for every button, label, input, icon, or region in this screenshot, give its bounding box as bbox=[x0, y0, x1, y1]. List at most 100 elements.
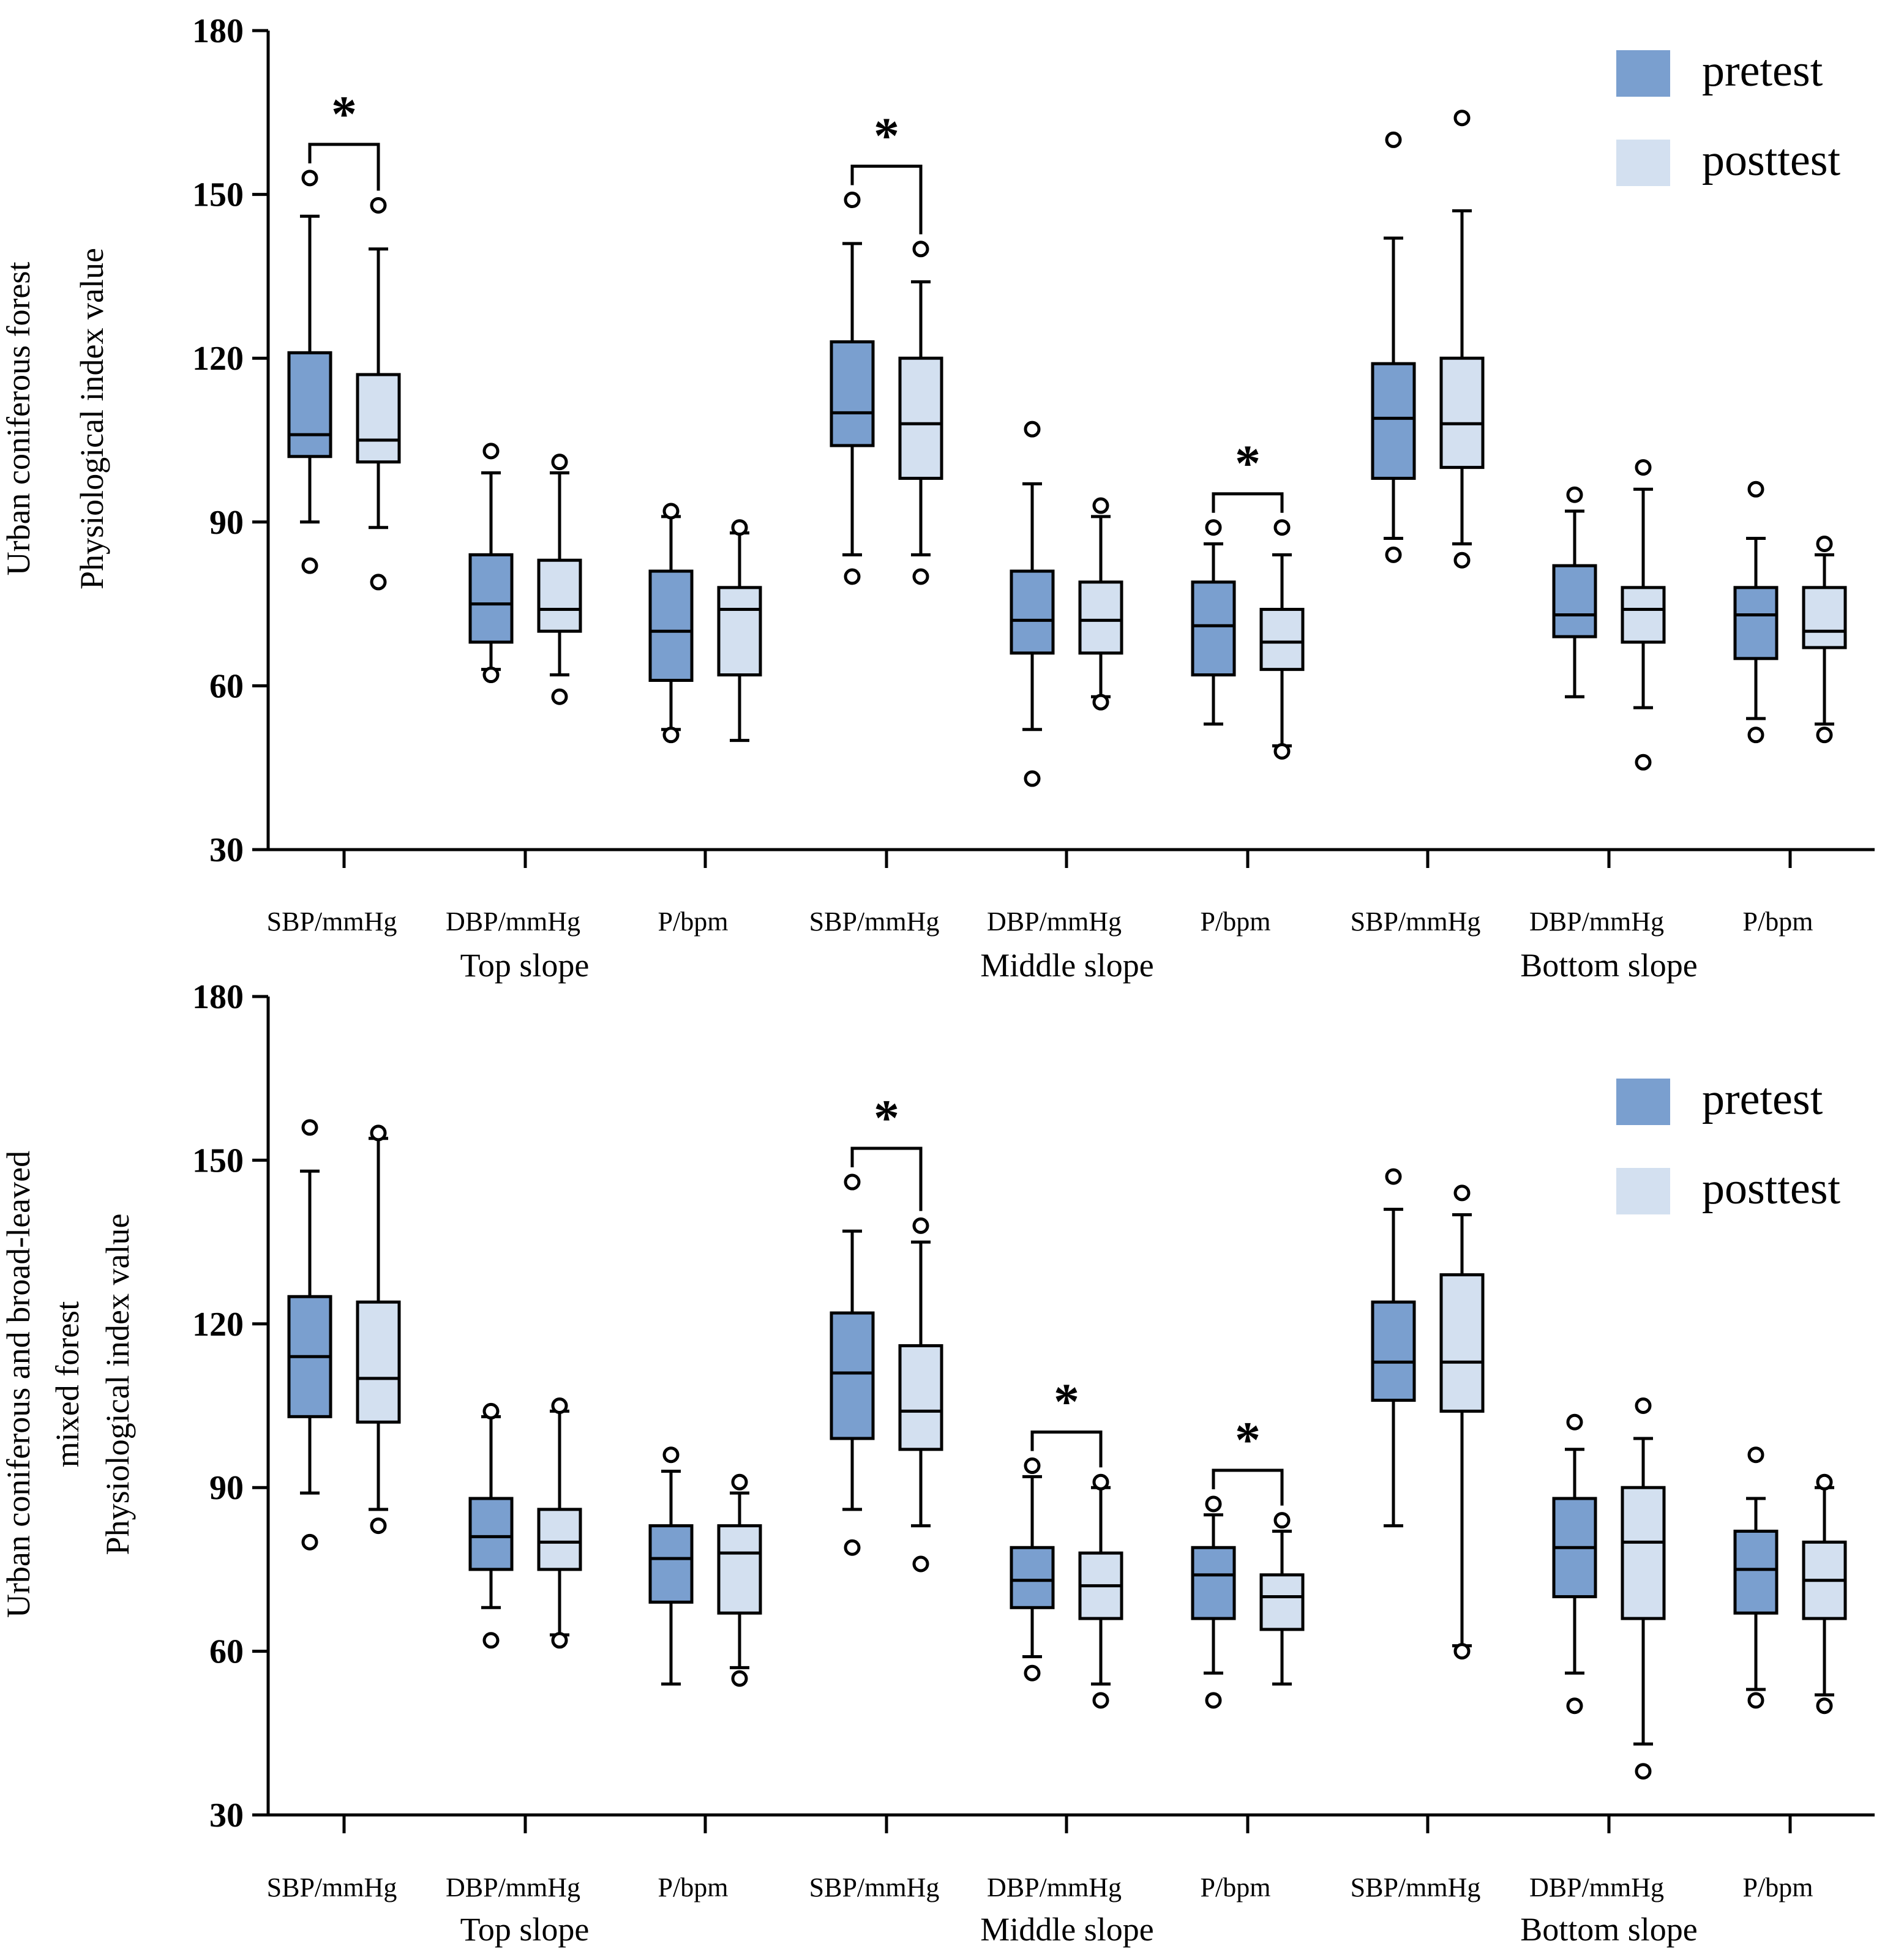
y-tick-label: 150 bbox=[192, 1142, 244, 1180]
y-tick-label: 30 bbox=[209, 1797, 244, 1835]
box-iqr bbox=[1371, 1300, 1416, 1402]
outlier-point bbox=[551, 688, 568, 705]
outlier-point bbox=[912, 568, 929, 585]
outlier-point bbox=[1453, 1643, 1471, 1660]
x-tick-label: DBP/mmHg bbox=[987, 1872, 1122, 1902]
box-pretest-2 bbox=[648, 503, 694, 744]
box-posttest-5 bbox=[1259, 519, 1305, 760]
box-iqr bbox=[830, 1311, 875, 1440]
y-tick-label: 120 bbox=[192, 340, 244, 378]
box-posttest-5 bbox=[1259, 1512, 1305, 1686]
legend: pretest posttest bbox=[1616, 46, 1841, 186]
y-tick-label: 60 bbox=[209, 1633, 244, 1671]
outlier-point bbox=[1024, 421, 1041, 438]
box-iqr bbox=[1733, 1530, 1779, 1615]
box-iqr bbox=[1552, 564, 1597, 638]
outlier-point bbox=[844, 192, 861, 209]
box-iqr bbox=[1802, 586, 1847, 649]
significance-bracket-4: * bbox=[1030, 1374, 1103, 1468]
box-iqr bbox=[1078, 580, 1123, 655]
legend-swatch-posttest bbox=[1616, 1168, 1670, 1214]
box-iqr bbox=[898, 1344, 943, 1451]
x-tick-label: DBP/mmHg bbox=[446, 1872, 580, 1902]
box-posttest-6 bbox=[1439, 1184, 1485, 1660]
significance-bracket-0: * bbox=[308, 86, 380, 191]
x-tick-label: SBP/mmHg bbox=[809, 907, 940, 937]
y-axis-label-line: Physiological index value bbox=[99, 1214, 136, 1555]
y-axis-label-line: Urban coniferous and broad-leaved bbox=[0, 1151, 37, 1618]
outlier-point bbox=[1816, 727, 1833, 744]
box-iqr bbox=[1259, 1573, 1305, 1631]
box-posttest-7 bbox=[1621, 1397, 1666, 1780]
significance-star: * bbox=[1235, 1412, 1261, 1468]
box-posttest-6 bbox=[1439, 110, 1485, 569]
outlier-point bbox=[1747, 481, 1764, 498]
box-pretest-5 bbox=[1191, 1495, 1236, 1709]
outlier-point bbox=[1747, 727, 1764, 744]
outlier-point bbox=[551, 454, 568, 471]
outlier-point bbox=[1816, 535, 1833, 552]
outlier-point bbox=[482, 443, 500, 460]
outlier-point bbox=[1024, 1664, 1041, 1681]
box-iqr bbox=[356, 1300, 401, 1424]
significance-star: * bbox=[874, 108, 899, 165]
x-tick-label: P/bpm bbox=[1201, 907, 1271, 937]
x-tick-label: DBP/mmHg bbox=[1529, 907, 1664, 937]
box-iqr bbox=[537, 1508, 582, 1571]
significance-star: * bbox=[874, 1090, 899, 1146]
outlier-point bbox=[1747, 1446, 1764, 1464]
x-tick-label: SBP/mmHg bbox=[267, 907, 397, 937]
x-tick-label: P/bpm bbox=[658, 1872, 729, 1902]
legend: pretest posttest bbox=[1616, 1074, 1841, 1214]
outlier-point bbox=[1205, 519, 1222, 536]
group-label: Bottom slope bbox=[1520, 1911, 1698, 1948]
y-tick-label: 120 bbox=[192, 1306, 244, 1344]
outlier-point bbox=[482, 667, 500, 684]
x-tick-label: P/bpm bbox=[658, 907, 729, 937]
box-posttest-8 bbox=[1802, 1473, 1847, 1715]
box-posttest-4 bbox=[1078, 497, 1123, 711]
box-posttest-1 bbox=[537, 1397, 582, 1649]
x-tick-label: P/bpm bbox=[1201, 1872, 1271, 1902]
outlier-point bbox=[1024, 770, 1041, 787]
outlier-point bbox=[844, 1173, 861, 1191]
group-label: Top slope bbox=[460, 947, 590, 984]
x-tick-label: SBP/mmHg bbox=[809, 1872, 940, 1902]
outlier-point bbox=[1635, 459, 1652, 476]
box-pretest-1 bbox=[468, 443, 514, 684]
legend-label-posttest: posttest bbox=[1702, 135, 1841, 185]
y-axis-label-line: Urban coniferous forest bbox=[0, 262, 37, 576]
bracket-line bbox=[1212, 1468, 1284, 1506]
x-tick-label: P/bpm bbox=[1743, 1872, 1813, 1902]
box-posttest-8 bbox=[1802, 535, 1847, 744]
outlier-point bbox=[370, 574, 387, 591]
box-posttest-3 bbox=[898, 241, 943, 585]
y-axis-label-line: Physiological index value bbox=[73, 248, 110, 589]
box-posttest-3 bbox=[898, 1217, 943, 1573]
y-tick-label: 150 bbox=[192, 176, 244, 214]
outlier-point bbox=[1273, 1512, 1291, 1529]
box-posttest-2 bbox=[717, 1473, 762, 1687]
x-tick-label: SBP/mmHg bbox=[267, 1872, 397, 1902]
outlier-point bbox=[1273, 742, 1291, 760]
outlier-point bbox=[1205, 1692, 1222, 1709]
outlier-point bbox=[301, 170, 318, 187]
box-iqr bbox=[648, 1524, 694, 1604]
outlier-point bbox=[1205, 1495, 1222, 1513]
y-tick-label: 180 bbox=[192, 12, 244, 50]
box-pretest-0 bbox=[287, 170, 332, 574]
box-iqr bbox=[468, 1497, 514, 1571]
box-iqr bbox=[717, 586, 762, 677]
box-iqr bbox=[356, 373, 401, 464]
box-iqr bbox=[898, 356, 943, 480]
outlier-point bbox=[662, 503, 680, 520]
box-pretest-8 bbox=[1733, 1446, 1779, 1709]
bracket-line bbox=[1212, 492, 1284, 513]
bracket-line bbox=[1030, 1431, 1103, 1468]
outlier-point bbox=[1453, 1184, 1471, 1202]
box-iqr bbox=[1010, 569, 1055, 655]
outlier-point bbox=[1385, 546, 1402, 563]
box-iqr bbox=[1439, 356, 1485, 469]
outlier-point bbox=[731, 1473, 748, 1491]
box-pretest-5 bbox=[1191, 519, 1236, 726]
